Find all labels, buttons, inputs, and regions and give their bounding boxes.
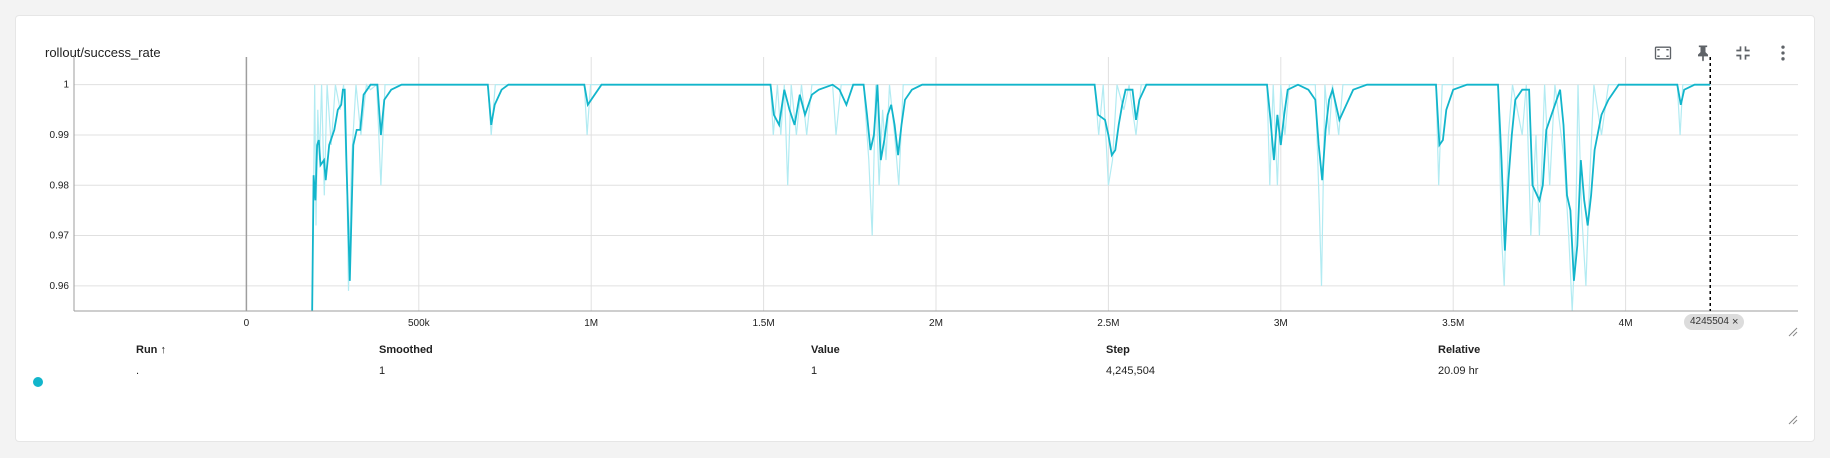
- column-header-relative[interactable]: Relative: [1438, 344, 1481, 356]
- x-tick-label: 2.5M: [1097, 318, 1119, 329]
- axes: 0.96 0.97 0.98 0.99 1 0 500k 1M 1.5M 2M 2.5M 3M 3.5M…: [50, 57, 1798, 329]
- more-vert-icon[interactable]: [1770, 40, 1796, 66]
- x-tick-label: 2M: [929, 318, 943, 329]
- run-color-dot: [33, 377, 43, 387]
- x-tick-label: 1M: [584, 318, 598, 329]
- column-header-smoothed[interactable]: Smoothed: [379, 344, 433, 356]
- x-tick-label: 3.5M: [1442, 318, 1464, 329]
- x-tick-label: 3M: [1274, 318, 1288, 329]
- hover-step-label: 4245504: [1690, 316, 1729, 327]
- series-line-smoothed: [311, 83, 1711, 311]
- row-value: 1: [811, 365, 818, 377]
- fit-domain-icon[interactable]: [1650, 40, 1676, 66]
- series-layer: [311, 83, 1711, 311]
- x-tick-label: 4M: [1619, 318, 1633, 329]
- card-title: rollout/success_rate: [45, 45, 161, 60]
- grid: [74, 57, 1798, 311]
- close-icon[interactable]: ×: [1731, 316, 1739, 328]
- x-tick-label: 0: [244, 318, 250, 329]
- column-header-step[interactable]: Step: [1106, 344, 1130, 356]
- y-tick-label: 0.99: [50, 130, 70, 141]
- column-header-value[interactable]: Value: [811, 344, 840, 356]
- y-tick-label: 1: [63, 80, 69, 91]
- row-smoothed: 1: [379, 365, 386, 377]
- row-run: .: [136, 365, 140, 377]
- column-header-run[interactable]: Run ↑: [136, 344, 166, 356]
- row-relative: 20.09 hr: [1438, 365, 1479, 377]
- pin-icon[interactable]: [1690, 40, 1716, 66]
- hover-step-badge: 4245504 ×: [1684, 314, 1745, 330]
- x-tick-label: 1.5M: [752, 318, 774, 329]
- row-step: 4,245,504: [1106, 365, 1155, 377]
- collapse-icon[interactable]: [1730, 40, 1756, 66]
- resize-handle-icon[interactable]: [1788, 415, 1798, 425]
- y-tick-label: 0.98: [50, 180, 70, 191]
- y-tick-label: 0.97: [50, 231, 70, 242]
- y-tick-label: 0.96: [50, 281, 70, 292]
- x-tick-label: 500k: [408, 318, 431, 329]
- resize-handle-icon[interactable]: [1788, 327, 1798, 337]
- card-toolbar: [1650, 40, 1796, 66]
